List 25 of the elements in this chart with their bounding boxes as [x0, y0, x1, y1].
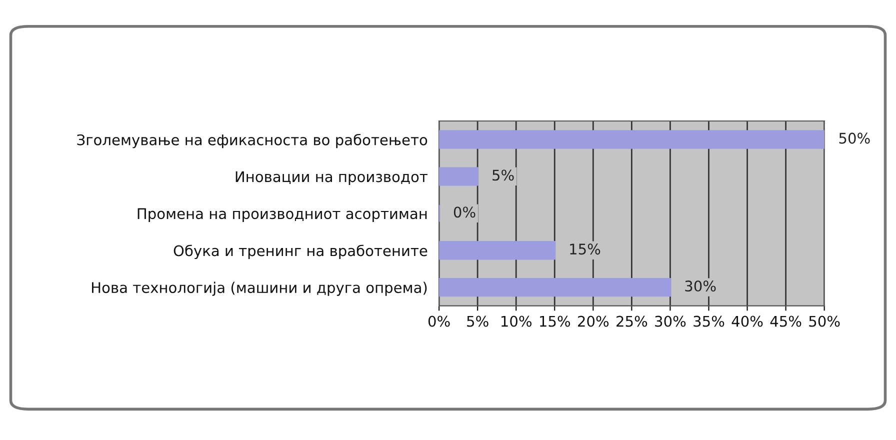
x-tick-label: 45% — [770, 316, 802, 327]
y-tick-label: Обука и тренинг на вработените — [174, 244, 428, 260]
y-tick-label: Нова технологија (машини и друга опрема) — [92, 282, 427, 296]
x-tick-label: 40% — [732, 316, 763, 327]
x-tick-label: 25% — [616, 316, 648, 327]
bar — [439, 167, 479, 186]
x-tick-label: 0% — [428, 316, 450, 327]
bar — [439, 130, 824, 149]
x-tick-label: 50% — [809, 316, 840, 327]
x-tick-label: 20% — [578, 316, 609, 327]
data-label: 5% — [492, 170, 514, 181]
y-tick-label: Иновации на производот — [236, 171, 428, 186]
data-label: 15% — [570, 244, 600, 255]
x-tick-label: 15% — [540, 316, 570, 327]
y-tick-label: Промена на производниот асортиман — [138, 208, 427, 222]
x-tick-label: 5% — [467, 316, 488, 327]
y-tick-label: Зголемување на ефикасноста во работењето — [77, 134, 428, 148]
x-tick-label: 30% — [655, 316, 686, 327]
x-tick-label: 10% — [501, 316, 532, 327]
data-label: 0% — [454, 206, 476, 218]
data-label: 30% — [685, 280, 716, 292]
x-tick-label: 35% — [694, 316, 724, 327]
bar — [439, 241, 556, 260]
bar — [439, 278, 672, 297]
data-label: 50% — [839, 132, 870, 144]
